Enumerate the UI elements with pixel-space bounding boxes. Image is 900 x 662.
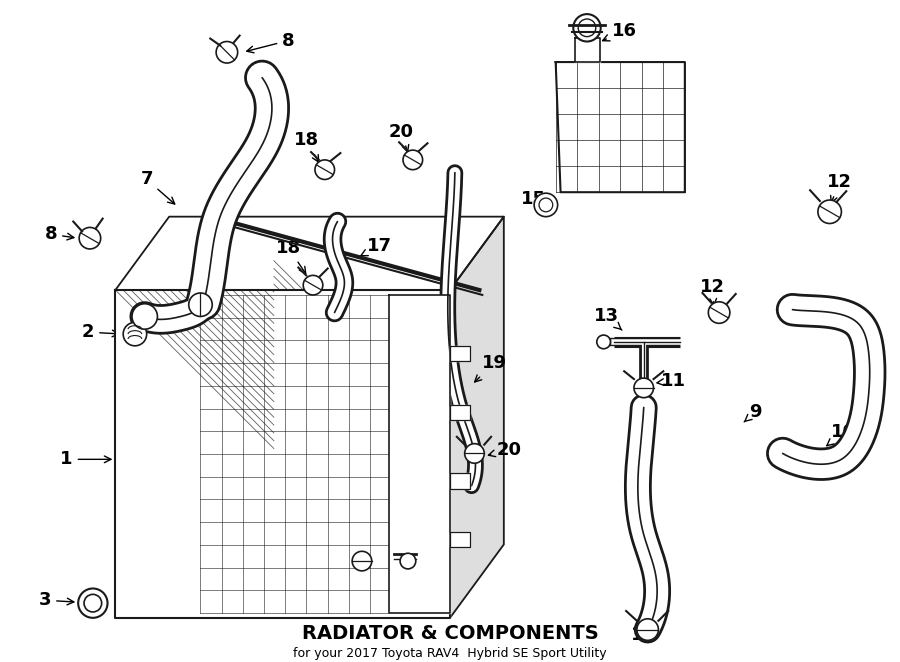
- Text: 14: 14: [600, 112, 634, 130]
- Circle shape: [535, 193, 558, 216]
- Circle shape: [539, 198, 553, 212]
- Text: 4: 4: [395, 568, 408, 592]
- Circle shape: [315, 160, 335, 179]
- Circle shape: [216, 42, 238, 63]
- Text: 1: 1: [60, 450, 111, 468]
- Polygon shape: [450, 216, 504, 618]
- Circle shape: [132, 304, 157, 329]
- Polygon shape: [390, 295, 450, 613]
- Text: 18: 18: [276, 239, 306, 273]
- Circle shape: [578, 19, 596, 36]
- Circle shape: [597, 335, 610, 349]
- Text: 2: 2: [82, 323, 119, 341]
- Circle shape: [78, 589, 107, 618]
- Text: 20: 20: [489, 440, 521, 459]
- Text: 9: 9: [744, 403, 761, 422]
- Circle shape: [189, 293, 212, 316]
- Circle shape: [637, 619, 659, 640]
- Circle shape: [123, 322, 147, 346]
- Text: 16: 16: [603, 22, 636, 41]
- Circle shape: [400, 553, 416, 569]
- Text: 8: 8: [44, 225, 74, 243]
- Polygon shape: [450, 346, 470, 361]
- Text: 12: 12: [699, 278, 725, 305]
- Text: 8: 8: [247, 32, 295, 53]
- Text: 12: 12: [827, 173, 852, 203]
- Text: for your 2017 Toyota RAV4  Hybrid SE Sport Utility: for your 2017 Toyota RAV4 Hybrid SE Spor…: [293, 647, 607, 660]
- Text: 3: 3: [39, 591, 74, 609]
- Text: RADIATOR & COMPONENTS: RADIATOR & COMPONENTS: [302, 624, 598, 643]
- Polygon shape: [555, 62, 685, 192]
- Circle shape: [352, 551, 372, 571]
- Circle shape: [818, 200, 842, 224]
- Circle shape: [303, 275, 323, 295]
- Text: 11: 11: [657, 372, 686, 390]
- Polygon shape: [115, 216, 504, 290]
- Text: 20: 20: [389, 122, 414, 152]
- Circle shape: [708, 302, 730, 323]
- Circle shape: [634, 378, 653, 398]
- Text: 11: 11: [631, 620, 656, 644]
- Text: 7: 7: [140, 171, 175, 204]
- Text: 19: 19: [474, 354, 507, 382]
- Polygon shape: [115, 290, 450, 618]
- Circle shape: [464, 444, 484, 463]
- Circle shape: [573, 14, 600, 42]
- Text: 13: 13: [594, 307, 622, 330]
- Text: 6: 6: [351, 330, 374, 348]
- Circle shape: [84, 594, 102, 612]
- Polygon shape: [450, 532, 470, 547]
- Circle shape: [403, 150, 423, 169]
- Text: 10: 10: [827, 423, 856, 446]
- Text: 17: 17: [361, 237, 392, 256]
- Circle shape: [79, 228, 101, 249]
- Text: 5: 5: [354, 568, 366, 592]
- Polygon shape: [575, 38, 599, 62]
- Polygon shape: [450, 404, 470, 420]
- Text: 18: 18: [293, 131, 319, 162]
- Text: 15: 15: [521, 190, 545, 208]
- Polygon shape: [450, 473, 470, 489]
